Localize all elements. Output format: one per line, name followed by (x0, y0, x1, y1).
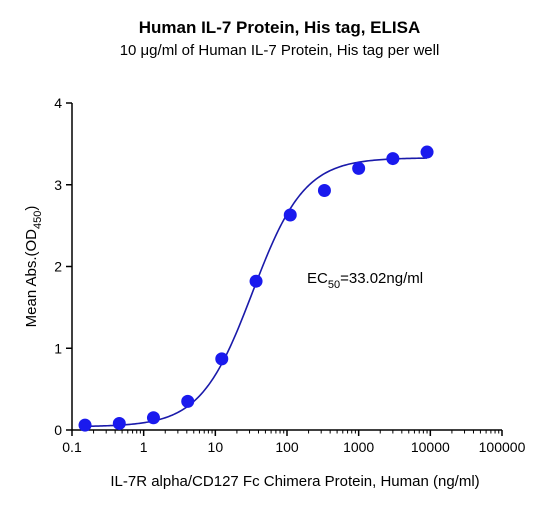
chart-subtitle: 10 μg/ml of Human IL-7 Protein, His tag … (119, 42, 440, 59)
y-tick-label: 3 (54, 177, 62, 193)
axes (66, 102, 503, 436)
x-tick-label: 100000 (479, 439, 526, 455)
data-point (215, 352, 229, 366)
x-tick-label: 0.1 (62, 439, 82, 455)
data-point (317, 183, 331, 197)
chart-title: Human IL-7 Protein, His tag, ELISA (138, 18, 421, 37)
data-point (420, 145, 434, 159)
data-point (249, 274, 263, 288)
data-point (112, 416, 126, 430)
data-point (146, 411, 160, 425)
y-axis-label-main: Mean Abs.(OD (23, 229, 40, 328)
x-axis-label: IL-7R alpha/CD127 Fc Chimera Protein, Hu… (110, 473, 479, 490)
data-point (78, 418, 92, 432)
data-point (283, 208, 297, 222)
data-point (352, 161, 366, 175)
x-tick-label: 1 (140, 439, 148, 455)
ec50-main: EC (307, 270, 328, 287)
ec50-annotation: EC50=33.02ng/ml (307, 270, 423, 291)
y-axis-label-end: ) (23, 206, 40, 211)
axis-labels: 0.1 1 10 100 1000 10000 100000 0 1 2 3 4 IL-7R alpha… (23, 95, 526, 490)
fit-curve (85, 157, 428, 428)
y-tick-label: 4 (54, 95, 62, 111)
y-tick-label: 1 (54, 340, 62, 356)
y-tick-label: 0 (54, 422, 62, 438)
x-tick-label: 1000 (343, 439, 374, 455)
data-points (78, 145, 434, 432)
x-tick-label: 10000 (411, 439, 450, 455)
y-axis-label-sub: 450 (32, 211, 44, 229)
ec50-end: =33.02ng/ml (340, 270, 423, 287)
fit-curve-layer (85, 157, 428, 428)
data-point (386, 152, 400, 166)
x-tick-label: 10 (208, 439, 224, 455)
y-tick-label: 2 (54, 259, 62, 275)
ec50-sub: 50 (328, 279, 340, 291)
y-axis-label: Mean Abs.(OD450) (23, 206, 44, 328)
data-point (181, 394, 195, 408)
x-tick-label: 100 (275, 439, 299, 455)
